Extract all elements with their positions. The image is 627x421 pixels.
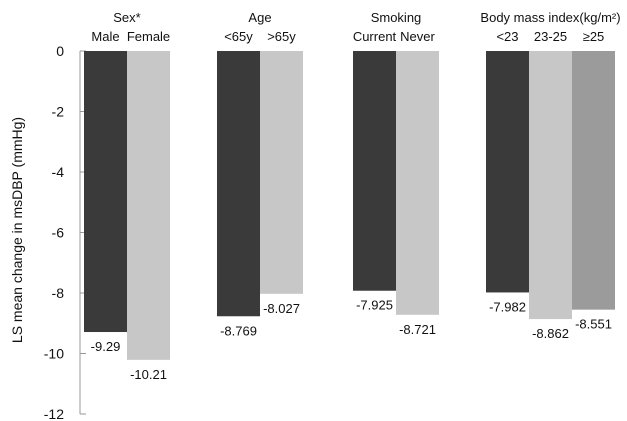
group-title: Age — [248, 10, 271, 25]
bar — [396, 51, 439, 315]
value-label: -8.721 — [399, 322, 436, 337]
group-title: Body mass index(kg/m²) — [480, 10, 620, 25]
value-label: -10.21 — [130, 367, 167, 382]
group-title: Sex* — [113, 10, 140, 25]
y-tick-label: -4 — [52, 164, 65, 180]
bar — [217, 51, 260, 317]
category-label: Male — [91, 29, 119, 44]
category-label: Current — [353, 29, 397, 44]
bar — [260, 51, 303, 294]
category-label: Never — [400, 29, 435, 44]
value-label: -8.769 — [220, 323, 257, 338]
bar — [572, 51, 615, 310]
y-tick-label: 0 — [56, 43, 64, 59]
y-tick-label: -10 — [44, 346, 64, 362]
y-tick-label: -2 — [52, 104, 65, 120]
bars — [84, 51, 615, 360]
value-label: -8.862 — [532, 326, 569, 341]
labels: Sex* Male -9.29 Female -10.21 Age <65y -8.769 >6… — [91, 10, 621, 382]
group-title: Smoking — [371, 10, 422, 25]
bar — [127, 51, 170, 360]
value-label: -7.982 — [489, 299, 526, 314]
value-label: -9.29 — [91, 339, 121, 354]
category-label: <65y — [224, 29, 253, 44]
y-axis: 0 -2 -4 -6 -8 -10 -12 — [44, 43, 86, 421]
category-label: 23-25 — [534, 29, 567, 44]
value-label: -8.551 — [575, 317, 612, 332]
value-label: -7.925 — [356, 298, 393, 313]
bar — [486, 51, 529, 293]
category-label: ≥25 — [583, 29, 605, 44]
category-label: >65y — [267, 29, 296, 44]
value-label: -8.027 — [263, 301, 300, 316]
y-axis-title: LS mean change in msDBP (mmHg) — [9, 117, 25, 343]
y-tick-label: -8 — [52, 285, 65, 301]
category-label: Female — [127, 29, 170, 44]
y-tick-label: -6 — [52, 225, 65, 241]
bar — [84, 51, 127, 333]
bar — [529, 51, 572, 320]
bar — [353, 51, 396, 291]
y-tick-label: -12 — [44, 406, 64, 421]
category-label: <23 — [496, 29, 518, 44]
